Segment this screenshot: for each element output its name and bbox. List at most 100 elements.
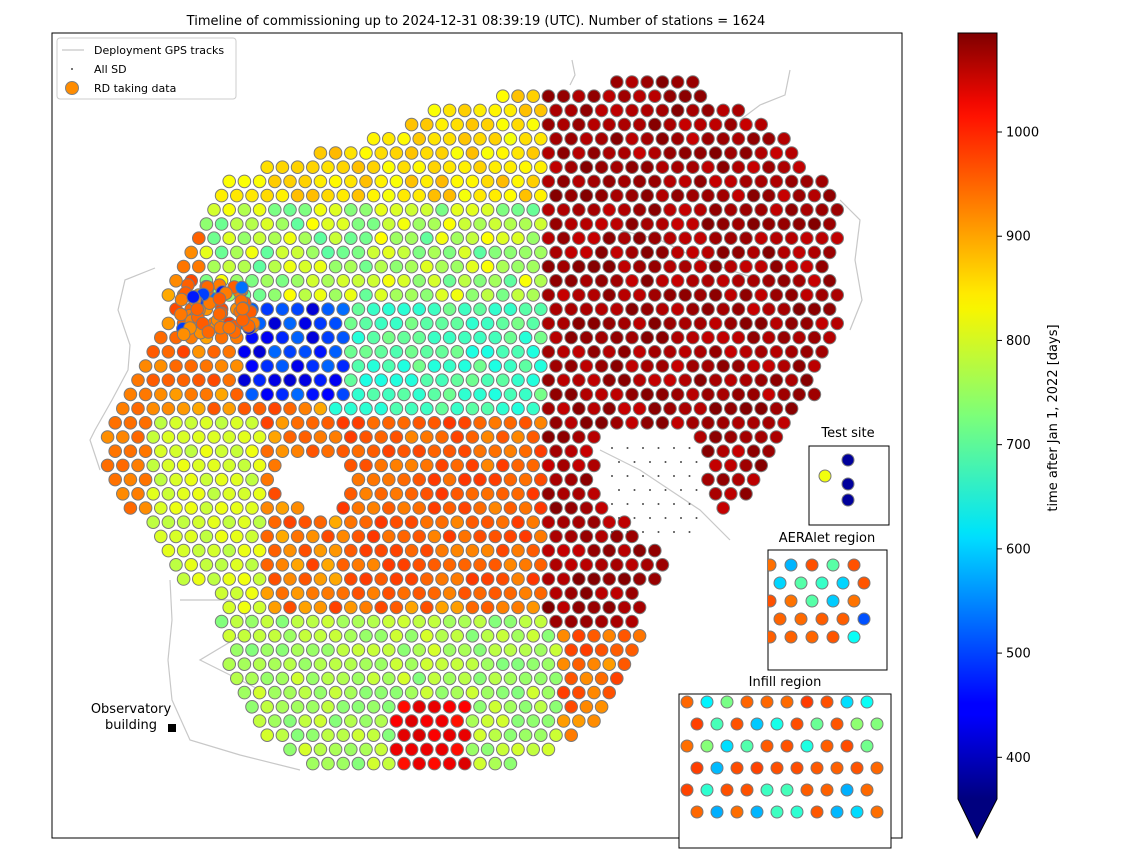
- station-marker: [458, 416, 472, 430]
- station-marker: [397, 558, 411, 572]
- station-marker: [427, 302, 442, 317]
- station-marker: [746, 302, 761, 317]
- station-marker: [268, 345, 282, 359]
- station-marker: [724, 146, 738, 160]
- station-marker: [245, 217, 259, 231]
- station-marker: [572, 430, 586, 444]
- station-marker: [731, 132, 746, 146]
- station-marker: [556, 430, 571, 444]
- station-marker: [572, 515, 586, 530]
- station-marker: [458, 188, 472, 203]
- station-marker: [382, 558, 396, 572]
- station-marker: [800, 288, 814, 302]
- station-marker: [792, 274, 807, 288]
- station-marker: [374, 629, 389, 643]
- station-marker: [283, 515, 297, 530]
- station-marker: [480, 742, 495, 757]
- station-marker: [192, 515, 206, 530]
- inset-infill-title: Infill region: [749, 675, 822, 690]
- station-marker: [693, 259, 708, 274]
- station-marker: [389, 629, 404, 643]
- station-marker: [214, 188, 229, 203]
- station-marker: [442, 558, 457, 572]
- station-marker: [777, 132, 791, 146]
- station-marker: [602, 259, 617, 274]
- station-marker: [138, 472, 153, 487]
- station-marker: [458, 586, 472, 601]
- station-marker: [610, 330, 624, 345]
- station-marker: [382, 728, 396, 743]
- station-marker: [496, 89, 510, 103]
- gps-track-east-2: [839, 199, 863, 331]
- station-marker: [708, 259, 723, 274]
- station-marker: [351, 416, 366, 430]
- station-marker: [237, 430, 252, 444]
- station-marker: [389, 316, 404, 331]
- station-marker: [541, 174, 556, 189]
- station-marker: [176, 430, 191, 444]
- station-marker: [321, 558, 335, 572]
- station-marker: [313, 146, 328, 160]
- station-marker: [252, 714, 267, 728]
- station-marker: [397, 217, 411, 231]
- station-marker: [442, 529, 457, 544]
- station-marker: [458, 387, 472, 402]
- station-marker: [465, 117, 480, 132]
- station-marker: [313, 345, 328, 359]
- station-marker: [602, 657, 617, 672]
- station-marker: [442, 614, 457, 629]
- station-marker: [625, 132, 639, 146]
- station-marker: [359, 401, 373, 416]
- station-marker: [382, 302, 396, 317]
- station-marker: [572, 231, 586, 245]
- station-marker: [169, 274, 183, 288]
- inset-station-marker: [870, 805, 884, 819]
- station-marker: [336, 245, 351, 260]
- station-marker: [442, 586, 457, 601]
- legend-label-gps: Deployment GPS tracks: [94, 44, 224, 57]
- station-marker: [572, 714, 586, 728]
- station-marker: [351, 444, 366, 459]
- station-marker: [268, 629, 282, 643]
- station-marker: [420, 657, 434, 672]
- station-marker: [458, 472, 472, 487]
- station-marker: [465, 430, 480, 444]
- station-marker: [450, 231, 465, 245]
- station-marker: [435, 316, 449, 331]
- station-marker: [708, 288, 723, 302]
- station-marker: [169, 472, 183, 487]
- station-marker: [488, 217, 503, 231]
- station-marker: [625, 330, 639, 345]
- station-marker: [237, 515, 252, 530]
- station-marker: [298, 345, 313, 359]
- station-marker: [404, 401, 419, 416]
- station-marker: [268, 430, 282, 444]
- station-marker: [397, 160, 411, 174]
- station-marker: [518, 558, 533, 572]
- station-marker: [328, 629, 343, 643]
- station-marker: [746, 132, 761, 146]
- station-marker: [556, 174, 571, 189]
- station-marker: [724, 117, 738, 132]
- station-marker: [275, 302, 290, 317]
- station-marker: [579, 558, 594, 572]
- station-marker: [366, 274, 381, 288]
- station-marker: [344, 231, 358, 245]
- station-marker: [328, 288, 343, 302]
- station-marker: [731, 302, 746, 317]
- station-marker: [564, 359, 579, 373]
- station-marker: [427, 728, 442, 743]
- station-marker: [214, 558, 229, 572]
- station-marker: [518, 103, 533, 118]
- station-marker: [708, 117, 723, 132]
- station-marker: [640, 302, 655, 317]
- station-marker: [724, 231, 738, 245]
- station-marker: [625, 274, 639, 288]
- station-marker: [465, 203, 480, 217]
- station-marker: [632, 117, 647, 132]
- station-marker: [389, 458, 404, 473]
- station-marker: [344, 657, 358, 672]
- station-marker: [176, 572, 191, 586]
- station-marker: [579, 472, 594, 487]
- inset-station-marker: [770, 717, 784, 731]
